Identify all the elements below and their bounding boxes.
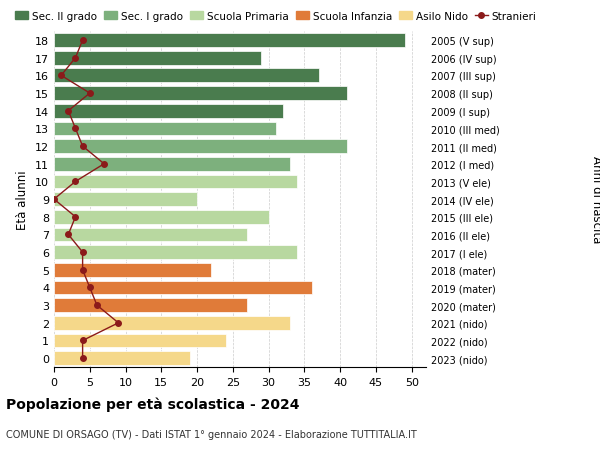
Bar — [54, 352, 190, 365]
Bar — [54, 69, 319, 83]
Y-axis label: Età alunni: Età alunni — [16, 170, 29, 230]
Bar — [54, 210, 269, 224]
Bar — [54, 140, 347, 154]
Bar — [54, 87, 347, 101]
Bar — [54, 175, 297, 189]
Bar — [54, 246, 297, 259]
Text: COMUNE DI ORSAGO (TV) - Dati ISTAT 1° gennaio 2024 - Elaborazione TUTTITALIA.IT: COMUNE DI ORSAGO (TV) - Dati ISTAT 1° ge… — [6, 429, 417, 439]
Bar — [54, 105, 283, 118]
Bar — [54, 122, 276, 136]
Bar — [54, 228, 247, 242]
Bar — [54, 263, 211, 277]
Bar — [54, 316, 290, 330]
Text: Popolazione per età scolastica - 2024: Popolazione per età scolastica - 2024 — [6, 397, 299, 412]
Bar — [54, 193, 197, 207]
Bar — [54, 157, 290, 171]
Bar — [54, 281, 311, 295]
Legend: Sec. II grado, Sec. I grado, Scuola Primaria, Scuola Infanzia, Asilo Nido, Stran: Sec. II grado, Sec. I grado, Scuola Prim… — [11, 7, 541, 26]
Y-axis label: Anni di nascita: Anni di nascita — [590, 156, 600, 243]
Bar — [54, 299, 247, 313]
Bar — [54, 34, 404, 48]
Bar — [54, 52, 262, 66]
Bar — [54, 334, 226, 347]
